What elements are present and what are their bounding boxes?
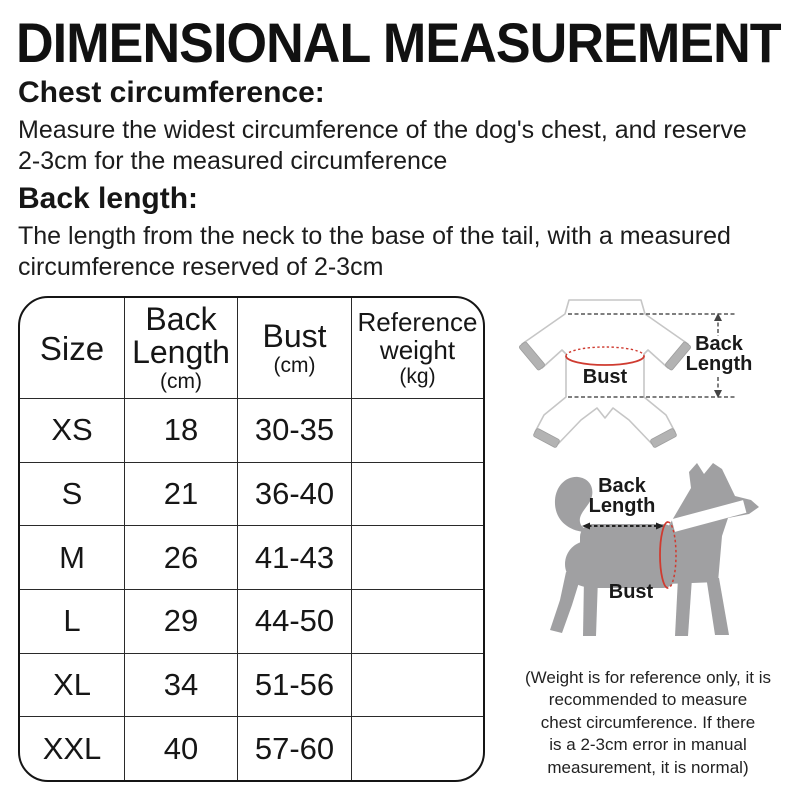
cell-size: XS	[20, 398, 125, 462]
chest-text-line: 2-3cm for the measured circumference	[18, 147, 448, 175]
col-header-unit: (cm)	[160, 370, 202, 393]
chest-text-line: Measure the widest circumference of the …	[18, 116, 747, 144]
cell-weight	[352, 652, 483, 717]
dog-measure-diagram: Back Length Bust	[550, 463, 759, 636]
page-title: DIMENSIONAL MEASUREMENT	[16, 11, 782, 74]
col-header-back-length: Back Length (cm)	[125, 298, 238, 398]
chest-circumference-text: Measure the widest circumference of the …	[18, 115, 747, 177]
measure-arrowheads	[714, 313, 722, 398]
back-length-text: The length from the neck to the base of …	[18, 221, 731, 283]
bust-ellipse	[659, 521, 677, 589]
bust-ellipse	[565, 346, 645, 366]
dog-back-length-label: Back	[598, 475, 647, 497]
weight-reference-note: (Weight is for reference only, it is rec…	[496, 667, 800, 779]
cell-size: S	[20, 461, 125, 526]
col-header-label: Back Length	[132, 301, 230, 370]
cell-back-length: 26	[125, 525, 238, 589]
cell-size: L	[20, 589, 125, 653]
cell-bust: 36-40	[238, 461, 352, 526]
note-line: measurement, it is normal)	[547, 757, 749, 777]
dog-bust-label: Bust	[609, 581, 654, 603]
back-length-heading: Back length:	[18, 182, 199, 215]
cell-size: M	[20, 525, 125, 589]
back-length-measure-line	[582, 522, 664, 530]
cell-weight	[352, 461, 483, 526]
cell-bust: 44-50	[238, 589, 352, 653]
cell-back-length: 34	[125, 652, 238, 717]
cell-back-length: 40	[125, 716, 238, 780]
col-header-reference-weight: Reference weight (kg)	[352, 298, 483, 398]
chest-circumference-heading: Chest circumference:	[18, 76, 325, 109]
garment-outline	[521, 299, 689, 445]
dog-collar	[671, 500, 747, 532]
col-header-unit: (kg)	[399, 365, 436, 388]
cell-back-length: 29	[125, 589, 238, 653]
note-line: chest circumference. If there	[540, 712, 756, 732]
cell-bust: 51-56	[238, 652, 352, 717]
col-header-size: Size	[20, 298, 125, 398]
cell-weight	[352, 716, 483, 780]
cell-size: XXL	[20, 716, 125, 780]
back-text-line: The length from the neck to the base of …	[18, 222, 731, 250]
cell-bust: 57-60	[238, 716, 352, 780]
dog-silhouette	[550, 463, 759, 636]
cell-size: XL	[20, 652, 125, 717]
cell-bust: 41-43	[238, 525, 352, 589]
note-line: is a 2-3cm error in manual	[549, 735, 747, 755]
col-header-unit: (cm)	[273, 353, 316, 377]
garment-measure-diagram: Bust Back Length	[519, 299, 753, 448]
garment-back-length-label: Back	[695, 333, 744, 355]
cell-weight	[352, 398, 483, 462]
back-text-line: circumference reserved of 2-3cm	[18, 253, 384, 281]
cell-back-length: 21	[125, 461, 238, 526]
garment-bust-label: Bust	[583, 366, 628, 388]
garment-back-length-label: Length	[686, 353, 753, 375]
cell-weight	[352, 525, 483, 589]
note-line: (Weight is for reference only, it is	[525, 668, 771, 687]
col-header-label: Size	[39, 329, 105, 367]
cell-weight	[352, 589, 483, 653]
col-header-label: Reference weight	[357, 307, 478, 365]
size-table: Size Back Length (cm) Bust (cm) Referenc…	[18, 296, 485, 782]
cell-bust: 30-35	[238, 398, 352, 462]
garment-cuffs	[519, 341, 691, 448]
cell-back-length: 18	[125, 398, 238, 462]
col-header-label: Bust	[262, 317, 327, 354]
dog-back-length-label: Length	[589, 495, 656, 517]
note-line: recommended to measure	[548, 690, 748, 710]
col-header-bust: Bust (cm)	[238, 298, 352, 398]
